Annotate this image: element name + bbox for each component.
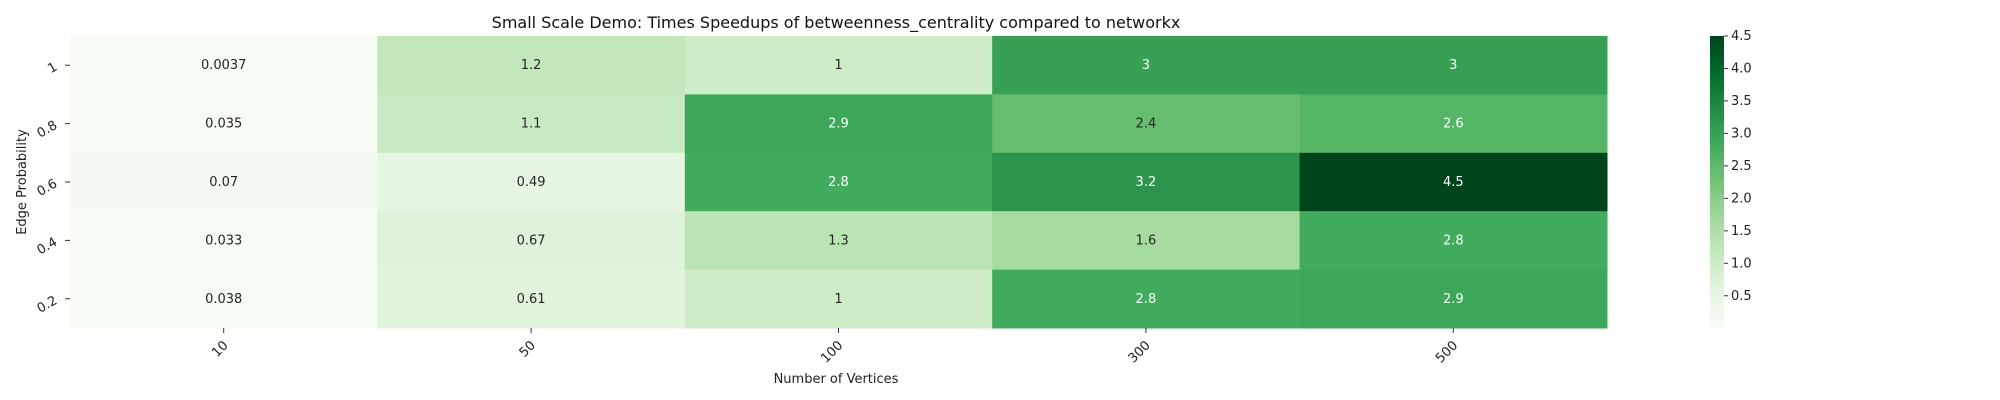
colorbar-tick-label: 0.5 (1731, 289, 1752, 304)
heatmap-cell-label: 0.67 (517, 233, 546, 248)
y-tick-label: 0.4 (35, 235, 60, 258)
heatmap-cell (684, 94, 993, 154)
colorbar-tick-label: 1.0 (1731, 256, 1752, 271)
colorbar-tick-label: 1.5 (1731, 224, 1752, 239)
chart-title: Small Scale Demo: Times Speedups of betw… (492, 13, 1181, 33)
heatmap-cell-label: 0.035 (205, 117, 242, 132)
x-tick-label: 300 (1126, 338, 1154, 366)
y-axis: 1 0.8 0.6 0.4 0.2 (35, 60, 70, 317)
heatmap-cell (684, 36, 993, 95)
colorbar-tick-label: 4.0 (1731, 61, 1752, 76)
heatmap-cell-labels: 0.0037 1.2 1 3 3 0.035 1.1 2.9 2.4 2.6 0.07 0.49 2.8… (201, 58, 1464, 307)
heatmap-cell-label: 2.4 (1136, 117, 1157, 132)
heatmap-cell-label: 4.5 (1443, 175, 1464, 190)
y-tick-label: 1 (45, 60, 60, 77)
x-tick-label: 500 (1433, 338, 1461, 366)
heatmap-cell-label: 2.8 (1136, 292, 1157, 307)
x-axis: 10 50 100 300 500 (209, 328, 1461, 366)
heatmap-cell (70, 152, 378, 212)
heatmap-cell (992, 211, 1301, 271)
colorbar (1710, 36, 1724, 328)
heatmap-cell-label: 2.9 (828, 117, 849, 132)
heatmap-cell (70, 36, 378, 95)
heatmap-cell (70, 94, 378, 154)
heatmap-cell-label: 2.8 (1443, 233, 1464, 248)
heatmap-cell (1299, 152, 1608, 212)
heatmap-cell-label: 3 (1449, 58, 1457, 73)
heatmap-cell (1299, 211, 1608, 271)
heatmap-cell (1299, 269, 1608, 329)
heatmap-cell-label: 2.9 (1443, 292, 1464, 307)
heatmap-cell-label: 0.49 (517, 175, 546, 190)
x-tick-label: 100 (818, 338, 846, 366)
heatmap-cell-label: 3 (1142, 58, 1150, 73)
heatmap-cell-label: 1.3 (828, 233, 849, 248)
colorbar-tick-label: 2.0 (1731, 191, 1752, 206)
heatmap-cell (377, 152, 686, 212)
heatmap-cell (1299, 94, 1608, 154)
heatmap-cell (377, 211, 686, 271)
colorbar-tick-label: 3.0 (1731, 126, 1752, 141)
heatmap-cell-label: 0.0037 (201, 58, 247, 73)
heatmap-cell-label: 0.033 (205, 233, 242, 248)
colorbar-ticks: 0.5 1.0 1.5 2.0 2.5 3.0 3.5 4.0 4.5 (1724, 29, 1752, 304)
colorbar-tick-label: 3.5 (1731, 94, 1752, 109)
heatmap-cell (377, 269, 686, 329)
heatmap-cell (70, 211, 378, 271)
heatmap-cell-label: 1 (834, 292, 842, 307)
heatmap-cell (684, 211, 993, 271)
y-tick-label: 0.6 (35, 176, 60, 199)
heatmap-cell (992, 269, 1301, 329)
heatmap-cell-label: 1 (834, 58, 842, 73)
heatmap-cell-label: 1.1 (521, 117, 542, 132)
heatmap-cell (992, 152, 1301, 212)
colorbar-tick-label: 2.5 (1731, 159, 1752, 174)
heatmap-cells (70, 36, 1608, 329)
heatmap-cell (684, 152, 993, 212)
y-tick-label: 0.2 (35, 293, 60, 316)
heatmap-cell-label: 0.07 (209, 175, 238, 190)
heatmap-cell-label: 1.6 (1136, 233, 1157, 248)
heatmap-cell (1299, 36, 1608, 95)
heatmap-cell (377, 36, 686, 95)
x-axis-label: Number of Vertices (774, 372, 899, 387)
heatmap-cell-label: 1.2 (521, 58, 542, 73)
heatmap-cell-label: 0.038 (205, 292, 242, 307)
heatmap-cell (684, 269, 993, 329)
heatmap-cell-label: 2.8 (828, 175, 849, 190)
heatmap-cell-label: 0.61 (517, 292, 546, 307)
heatmap-cell-label: 3.2 (1136, 175, 1157, 190)
x-tick-label: 50 (517, 338, 539, 360)
y-axis-label: Edge Probability (15, 129, 30, 235)
x-tick-label: 10 (209, 338, 231, 360)
heatmap-cell-label: 2.6 (1443, 117, 1464, 132)
y-tick-label: 0.8 (35, 118, 60, 141)
heatmap-cell (377, 94, 686, 154)
colorbar-tick-label: 4.5 (1731, 29, 1752, 44)
heatmap-cell (992, 36, 1301, 95)
heatmap-cell (992, 94, 1301, 154)
heatmap-cell (70, 269, 378, 329)
